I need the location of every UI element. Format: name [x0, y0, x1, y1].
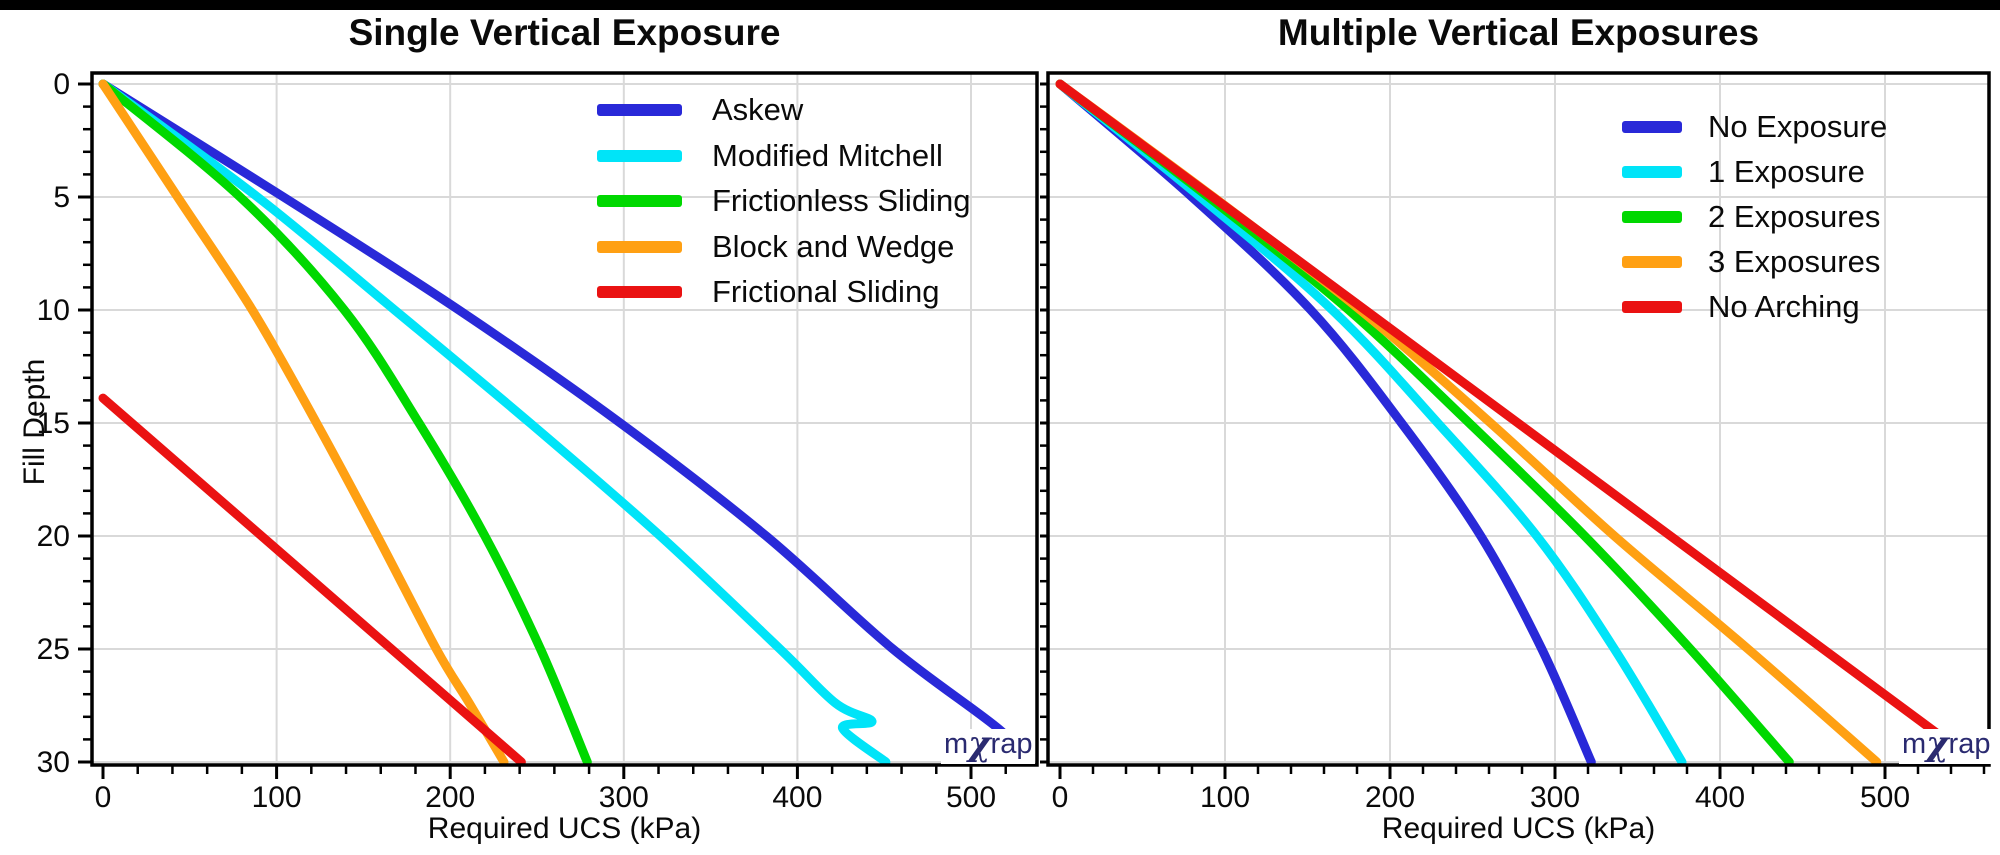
mxrap-logo-text: m [944, 728, 969, 760]
legend-label: Modified Mitchell [712, 137, 943, 173]
legend-label: Frictional Sliding [712, 274, 940, 309]
y-tick-label: 30 [37, 746, 70, 779]
legend-swatch [597, 104, 682, 116]
legend-swatch [597, 149, 682, 162]
x-tick-label: 0 [1052, 781, 1069, 814]
legend-swatch [1622, 256, 1682, 268]
top-border-bar [0, 0, 2000, 10]
right-chart-plot: 0 100 200 300 400 500 [1040, 71, 1991, 814]
legend-label: Block and Wedge [712, 228, 955, 264]
x-tick-label: 300 [1530, 781, 1580, 814]
legend-swatch [1622, 211, 1682, 223]
left-x-axis-label: Required UCS (kPa) [427, 812, 702, 845]
mxrap-logo-chi: χ [968, 724, 991, 764]
legend-label: 3 Exposures [1708, 244, 1881, 279]
y-tick-label: 10 [37, 294, 70, 327]
legend-item-frictional-sliding: Frictional Sliding [597, 274, 939, 310]
x-tick-label: 100 [1200, 781, 1250, 814]
x-tick-label: 200 [425, 781, 475, 814]
series-line-1-exposure [1055, 79, 1687, 765]
legend-label: Askew [712, 92, 804, 127]
legend-item-1-exposure: 1 Exposure [1622, 154, 1865, 190]
x-tick-label: 500 [946, 781, 996, 814]
series-line-modified-mitchell [98, 79, 891, 765]
y-tick-label: 15 [37, 407, 70, 440]
series-line-no-exposure [1055, 79, 1596, 765]
right-chart-title: Multiple Vertical Exposures [1277, 12, 1760, 53]
mxrap-logo-text: rap [990, 728, 1033, 760]
series-line-frictional-sliding [98, 393, 526, 765]
legend-swatch [1622, 166, 1682, 178]
legend-swatch [597, 240, 682, 253]
x-tick-label: 300 [599, 781, 649, 814]
x-tick-label: 400 [1695, 781, 1745, 814]
series-line-block-and-wedge [98, 79, 509, 765]
mxrap-logo-chi: χ [1926, 724, 1949, 764]
legend-swatch [1622, 301, 1682, 313]
y-tick-label: 20 [37, 520, 70, 553]
legend-item-frictionless-sliding: Frictionless Sliding [597, 183, 970, 219]
legend-label: No Arching [1708, 289, 1860, 324]
y-tick-label: 5 [53, 181, 70, 214]
legend-item-block-and-wedge: Block and Wedge [597, 229, 954, 265]
series-line-askew [98, 79, 1030, 765]
mxrap-logo-left: mχrap [941, 727, 1036, 764]
mxrap-logo-text: m [1902, 728, 1927, 760]
legend-swatch [597, 195, 682, 207]
left-chart-plot: 0 100 200 300 400 500 0 5 10 15 20 25 30 [37, 68, 1039, 814]
series-line-frictionless-sliding [98, 79, 592, 765]
plot-border [90, 71, 1039, 767]
mxrap-logo-text: rap [1948, 728, 1991, 760]
x-tick-label: 500 [1860, 781, 1910, 814]
series-line-no-arching [1055, 79, 1981, 765]
x-tick-label: 100 [252, 781, 302, 814]
legend-swatch [597, 286, 682, 298]
legend-item-no-arching: No Arching [1622, 289, 1860, 325]
legend-item-askew: Askew [597, 92, 803, 128]
legend-item-no-exposure: No Exposure [1622, 109, 1887, 145]
right-x-axis-label: Required UCS (kPa) [1381, 812, 1656, 845]
legend-swatch [1622, 121, 1682, 133]
plot-border [1046, 71, 1991, 767]
legend-item-2-exposures: 2 Exposures [1622, 199, 1880, 235]
y-tick-label: 25 [37, 633, 70, 666]
legend-item-modified-mitchell: Modified Mitchell [597, 138, 943, 174]
left-y-axis-label: Fill Depth [18, 358, 51, 486]
mxrap-logo-right: mχrap [1899, 727, 1994, 764]
y-tick-label: 0 [53, 68, 70, 101]
legend-label: Frictionless Sliding [712, 183, 971, 218]
legend-label: No Exposure [1708, 109, 1888, 144]
legend-item-3-exposures: 3 Exposures [1622, 244, 1880, 280]
legend-label: 2 Exposures [1708, 199, 1881, 234]
x-tick-label: 0 [95, 781, 112, 814]
legend-label: 1 Exposure [1708, 154, 1865, 189]
x-tick-label: 400 [772, 781, 822, 814]
left-chart-title: Single Vertical Exposure [348, 12, 781, 53]
x-tick-label: 200 [1365, 781, 1415, 814]
